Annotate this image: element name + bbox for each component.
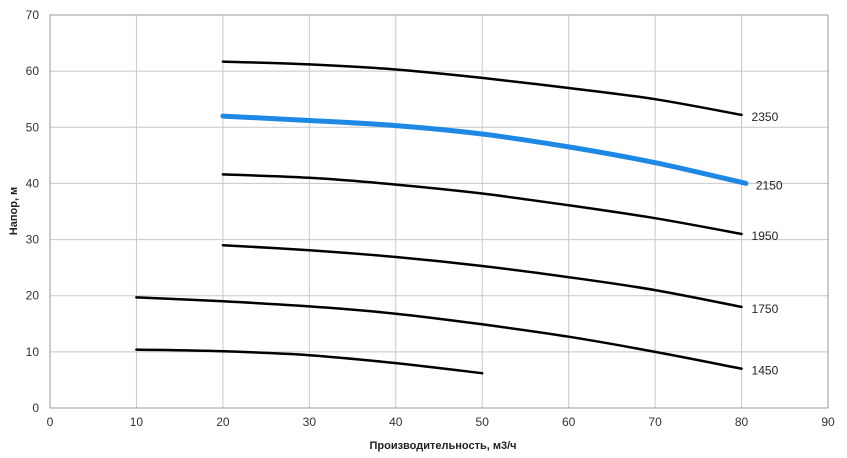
x-tick-label: 30 (303, 415, 317, 429)
y-tick-label: 40 (26, 176, 40, 190)
curves (135, 60, 749, 375)
x-axis-title: Производительность, м3/ч (369, 440, 516, 452)
plot-area-border (49, 14, 829, 409)
y-tick-label: 50 (26, 120, 40, 134)
y-tick-label: 70 (26, 8, 40, 22)
y-tick-label: 60 (26, 64, 40, 78)
y-tick-label: 30 (26, 233, 40, 247)
curve-label: 1950 (752, 229, 779, 243)
y-tick-label: 0 (32, 401, 39, 415)
curve-label: 1750 (752, 302, 779, 316)
x-tick-labels: 0 10 20 30 40 50 60 70 80 90 (47, 415, 835, 429)
x-tick-label: 40 (389, 415, 403, 429)
y-tick-label: 20 (26, 289, 40, 303)
curve-label: 1450 (752, 364, 779, 378)
x-tick-label: 50 (476, 415, 490, 429)
y-tick-labels: 0 10 20 30 40 50 60 70 (26, 8, 40, 415)
y-tick-label: 10 (26, 345, 40, 359)
curve-1950 (221, 173, 743, 236)
curve-label: 2150 (756, 178, 783, 192)
curve-1750 (221, 243, 743, 309)
x-tick-label: 20 (216, 415, 230, 429)
curve-unlabeled (135, 348, 484, 375)
x-tick-label: 70 (648, 415, 662, 429)
x-tick-label: 80 (735, 415, 749, 429)
x-tick-label: 60 (562, 415, 576, 429)
y-axis-title: Напор, м (8, 187, 20, 235)
x-tick-label: 90 (821, 415, 835, 429)
curve-labels: 2350 2150 1950 1750 1450 (752, 110, 783, 378)
x-tick-label: 10 (130, 415, 144, 429)
curve-2150 (220, 113, 749, 186)
x-tick-label: 0 (47, 415, 54, 429)
curve-label: 2350 (752, 110, 779, 124)
curve-2350 (221, 60, 743, 117)
curve-1450 (135, 296, 743, 370)
